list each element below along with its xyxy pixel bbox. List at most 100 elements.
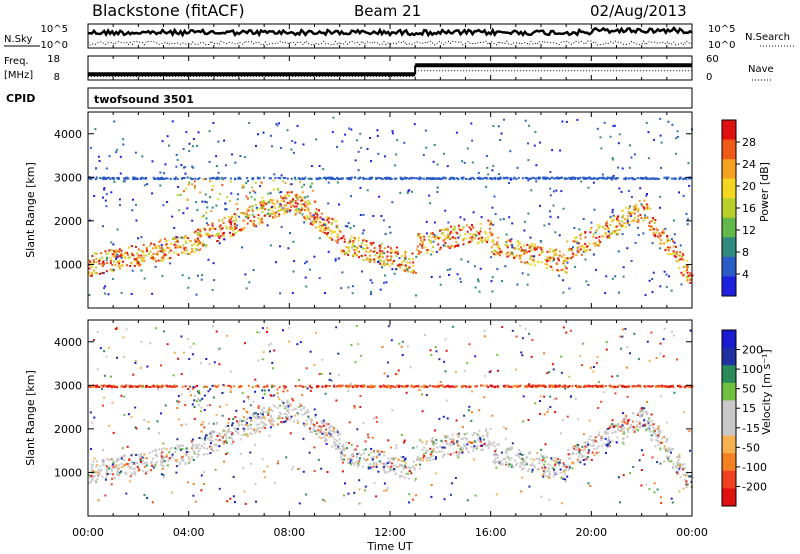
range-cell (686, 264, 689, 267)
range-cell (284, 182, 287, 185)
range-cell (317, 226, 320, 229)
range-cell (460, 176, 463, 179)
range-cell (377, 152, 380, 155)
range-cell (96, 368, 99, 371)
range-cell (114, 263, 117, 266)
range-cell (376, 455, 379, 458)
range-cell (122, 464, 125, 467)
range-cell (340, 385, 343, 388)
range-cell (494, 177, 497, 180)
range-cell (176, 460, 179, 463)
range-cell (552, 204, 555, 207)
range-cell (500, 451, 503, 454)
range-cell (226, 334, 228, 337)
range-cell (549, 464, 552, 467)
range-cell (626, 420, 629, 423)
range-cell (546, 250, 549, 253)
range-cell (611, 375, 614, 378)
range-cell (607, 432, 610, 435)
range-cell (223, 440, 226, 443)
range-cell (593, 208, 596, 211)
range-cell (383, 451, 386, 454)
range-cell (521, 248, 524, 251)
range-cell (162, 177, 165, 180)
range-cell (275, 122, 278, 125)
range-cell (323, 431, 325, 434)
range-cell (575, 236, 578, 239)
range-cell (527, 142, 529, 145)
range-cell (239, 155, 242, 157)
range-cell (222, 429, 225, 432)
range-cell (285, 204, 288, 207)
range-cell (105, 469, 108, 471)
range-cell (610, 178, 613, 180)
range-cell (672, 245, 675, 248)
range-cell (525, 456, 528, 459)
range-cell (176, 158, 179, 161)
range-cell (96, 473, 99, 476)
range-cell (367, 453, 370, 456)
range-cell (285, 456, 288, 459)
range-cell (91, 477, 94, 480)
range-cell (435, 177, 437, 180)
range-cell (286, 417, 289, 420)
range-cell (362, 421, 365, 424)
range-cell (625, 414, 628, 417)
range-cell (527, 470, 530, 472)
range-cell (666, 235, 669, 238)
range-cell (393, 464, 396, 467)
range-cell (633, 431, 636, 433)
range-cell (311, 182, 314, 185)
range-cell (93, 474, 96, 477)
range-cell (368, 251, 371, 254)
range-cell (267, 344, 270, 347)
range-cell (469, 441, 471, 443)
range-cell (254, 181, 257, 184)
power-colorbar-cell (722, 139, 736, 160)
range-cell (531, 259, 533, 262)
range-cell (101, 261, 104, 264)
range-cell (373, 481, 376, 484)
range-cell (544, 460, 547, 463)
range-cell (667, 459, 670, 462)
range-cell (111, 401, 114, 404)
range-cell (189, 390, 192, 393)
range-cell (148, 244, 151, 247)
range-cell (291, 468, 294, 471)
range-cell (521, 177, 524, 180)
range-cell (541, 246, 544, 249)
range-cell (262, 421, 265, 424)
range-cell (510, 448, 513, 450)
range-cell (572, 446, 574, 449)
range-cell (159, 385, 162, 388)
range-cell (197, 242, 200, 245)
range-cell (479, 437, 482, 439)
range-cell (192, 494, 195, 497)
range-cell (505, 427, 508, 430)
range-cell (294, 209, 297, 212)
range-cell (675, 259, 678, 262)
range-cell (562, 470, 565, 473)
range-cell (544, 466, 547, 469)
range-cell (506, 246, 509, 249)
range-cell (95, 272, 98, 275)
range-cell (359, 132, 362, 135)
range-cell (677, 254, 680, 257)
range-cell (116, 468, 119, 471)
range-cell (652, 228, 655, 231)
range-cell (368, 260, 371, 263)
range-cell (479, 440, 482, 443)
range-cell (457, 456, 460, 459)
range-cell (617, 426, 620, 429)
range-cell (646, 177, 649, 180)
range-cell (268, 406, 271, 409)
range-cell (278, 386, 281, 389)
range-cell (404, 462, 407, 465)
range-cell (207, 390, 210, 393)
range-cell (114, 328, 117, 330)
range-cell (105, 476, 108, 479)
range-cell (185, 454, 188, 457)
range-cell (576, 118, 579, 121)
range-cell (511, 385, 514, 388)
range-cell (403, 460, 406, 463)
